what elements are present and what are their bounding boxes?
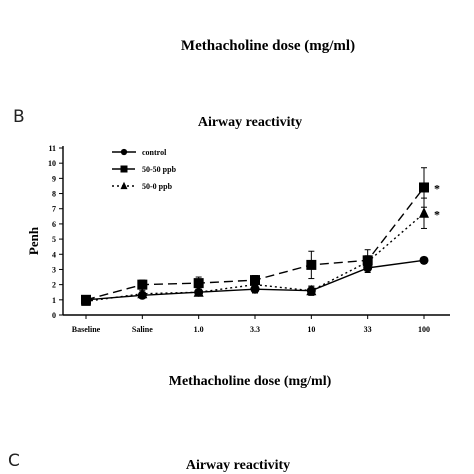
legend-marker [120, 148, 128, 156]
x-tick-label: 33 [364, 325, 372, 334]
legend-item: control [112, 148, 167, 157]
panel-b-label: B [13, 107, 25, 127]
panel-c-title: Airway reactivity [186, 458, 290, 473]
significance-annotation: * [434, 181, 440, 195]
data-point [193, 286, 204, 297]
y-tick-label: 6 [52, 220, 56, 229]
legend-marker [120, 165, 128, 173]
data-point [81, 295, 91, 306]
previous-panel-xlabel: Methacholine dose (mg/ml) [181, 38, 355, 54]
x-tick-label: Saline [132, 325, 153, 334]
x-tick-label: Baseline [72, 325, 101, 334]
y-tick-label: 1 [52, 296, 56, 305]
y-tick-label: 5 [52, 235, 56, 244]
data-point [250, 278, 260, 290]
data-point [419, 207, 429, 218]
y-tick-label: 8 [52, 190, 56, 199]
significance-annotation: * [434, 207, 440, 221]
legend-item: 50-0 ppb [112, 181, 173, 191]
legend-label: 50-0 ppb [142, 182, 173, 191]
panel-c-label: C [8, 451, 20, 471]
y-tick-label: 11 [48, 144, 56, 153]
y-tick-label: 4 [52, 250, 56, 259]
y-axis-label: Penh [26, 226, 41, 255]
x-axis-label: Methacholine dose (mg/ml) [169, 374, 332, 389]
series-layer: ** [81, 167, 440, 306]
y-tick-label: 3 [52, 265, 56, 274]
data-point [362, 255, 373, 267]
y-tick-label: 9 [52, 174, 56, 183]
y-axis: 0 1 2 3 4 5 6 7 8 9 10 11 [48, 144, 64, 320]
data-point [419, 182, 429, 193]
plot-area: 0 1 2 3 4 5 6 7 8 9 10 11 Baseline Saline 1.0 3.3 10 33 1… [48, 144, 450, 334]
data-point [137, 279, 148, 290]
legend-marker [120, 181, 128, 190]
data-point [419, 255, 429, 265]
x-tick-label: 100 [418, 325, 430, 334]
x-tick-label: 10 [307, 325, 315, 334]
data-point [306, 259, 317, 270]
y-tick-label: 2 [52, 281, 56, 290]
y-tick-label: 10 [48, 159, 56, 168]
x-axis: Baseline Saline 1.0 3.3 10 33 100 [63, 314, 450, 334]
data-point [137, 287, 148, 299]
x-tick-label: 3.3 [250, 325, 260, 334]
data-point [193, 278, 204, 289]
legend: control 50-50 ppb 50-0 ppb [112, 148, 177, 191]
chart-title: Airway reactivity [198, 115, 302, 130]
legend-label: control [142, 148, 167, 157]
y-tick-label: 0 [52, 311, 56, 320]
legend-item: 50-50 ppb [112, 165, 177, 174]
series-50-0-ppb [81, 197, 429, 306]
legend-label: 50-50 ppb [142, 165, 177, 174]
data-point [306, 284, 317, 296]
x-tick-label: 1.0 [194, 325, 204, 334]
y-tick-label: 7 [52, 205, 56, 214]
